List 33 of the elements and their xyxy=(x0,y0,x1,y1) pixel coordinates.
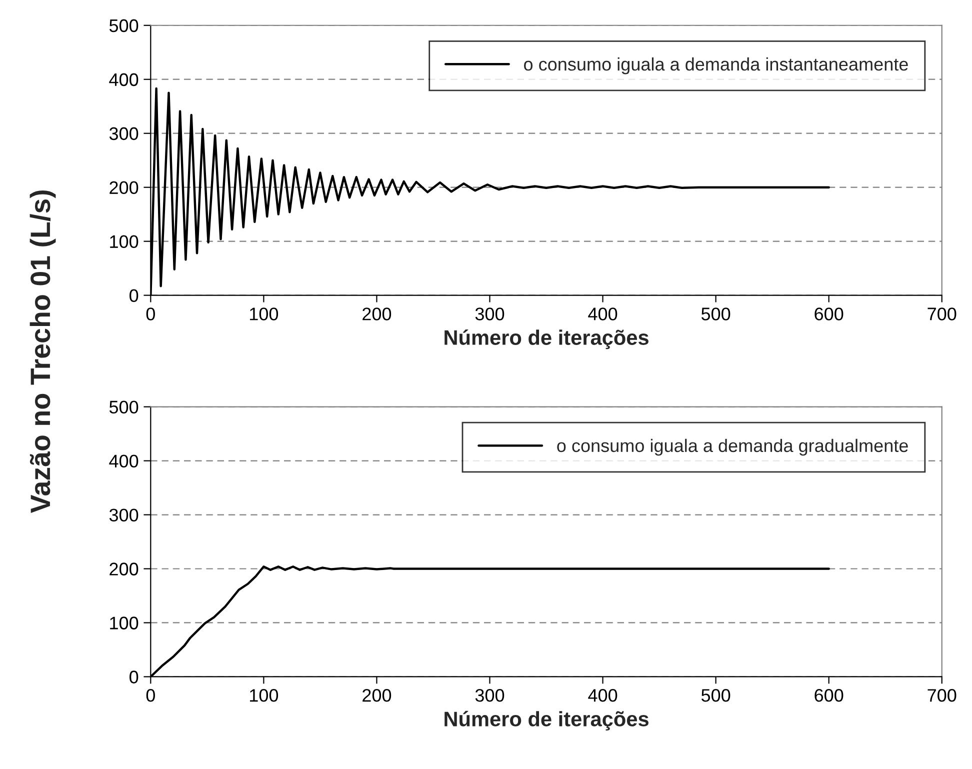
x-tick-label: 100 xyxy=(250,689,278,702)
y-tick-label: 400 xyxy=(109,454,138,468)
y-axis-title: Vazão no Trecho 01 (L/s) xyxy=(30,190,56,514)
x-axis-title: Número de iterações xyxy=(444,329,648,350)
y-tick-label: 0 xyxy=(130,670,138,684)
y-tick-label: 100 xyxy=(110,235,138,248)
x-tick-label: 600 xyxy=(814,689,844,702)
y-tick-label: 100 xyxy=(110,616,138,630)
y-tick-label: 200 xyxy=(110,181,138,194)
x-tick-label: 0 xyxy=(146,689,155,702)
x-tick-label: 200 xyxy=(362,308,392,320)
y-tick-label: 500 xyxy=(109,19,138,32)
x-tick-label: 300 xyxy=(475,689,504,702)
y-tick-label: 500 xyxy=(109,400,138,414)
x-tick-label: 600 xyxy=(814,308,844,320)
x-tick-label: 700 xyxy=(928,308,956,320)
y-tick-label: 0 xyxy=(130,289,138,302)
y-tick-label: 300 xyxy=(109,508,138,522)
x-tick-label: 500 xyxy=(701,689,730,702)
x-tick-label: 700 xyxy=(928,689,956,702)
x-tick-label: 0 xyxy=(146,308,155,320)
x-tick-label: 500 xyxy=(701,308,730,320)
x-tick-label: 200 xyxy=(362,689,392,702)
y-tick-label: 300 xyxy=(109,127,138,140)
x-tick-label: 100 xyxy=(250,308,278,320)
x-axis-title: Número de iterações xyxy=(444,710,648,731)
x-tick-label: 400 xyxy=(588,308,618,320)
legend-label: o consumo iguala a demanda instantaneamente xyxy=(524,57,908,74)
y-tick-label: 200 xyxy=(110,562,138,576)
x-tick-label: 400 xyxy=(588,689,618,702)
x-tick-label: 300 xyxy=(475,308,504,320)
legend-label: o consumo iguala a demanda gradualmente xyxy=(557,438,908,456)
y-tick-label: 400 xyxy=(109,73,138,86)
